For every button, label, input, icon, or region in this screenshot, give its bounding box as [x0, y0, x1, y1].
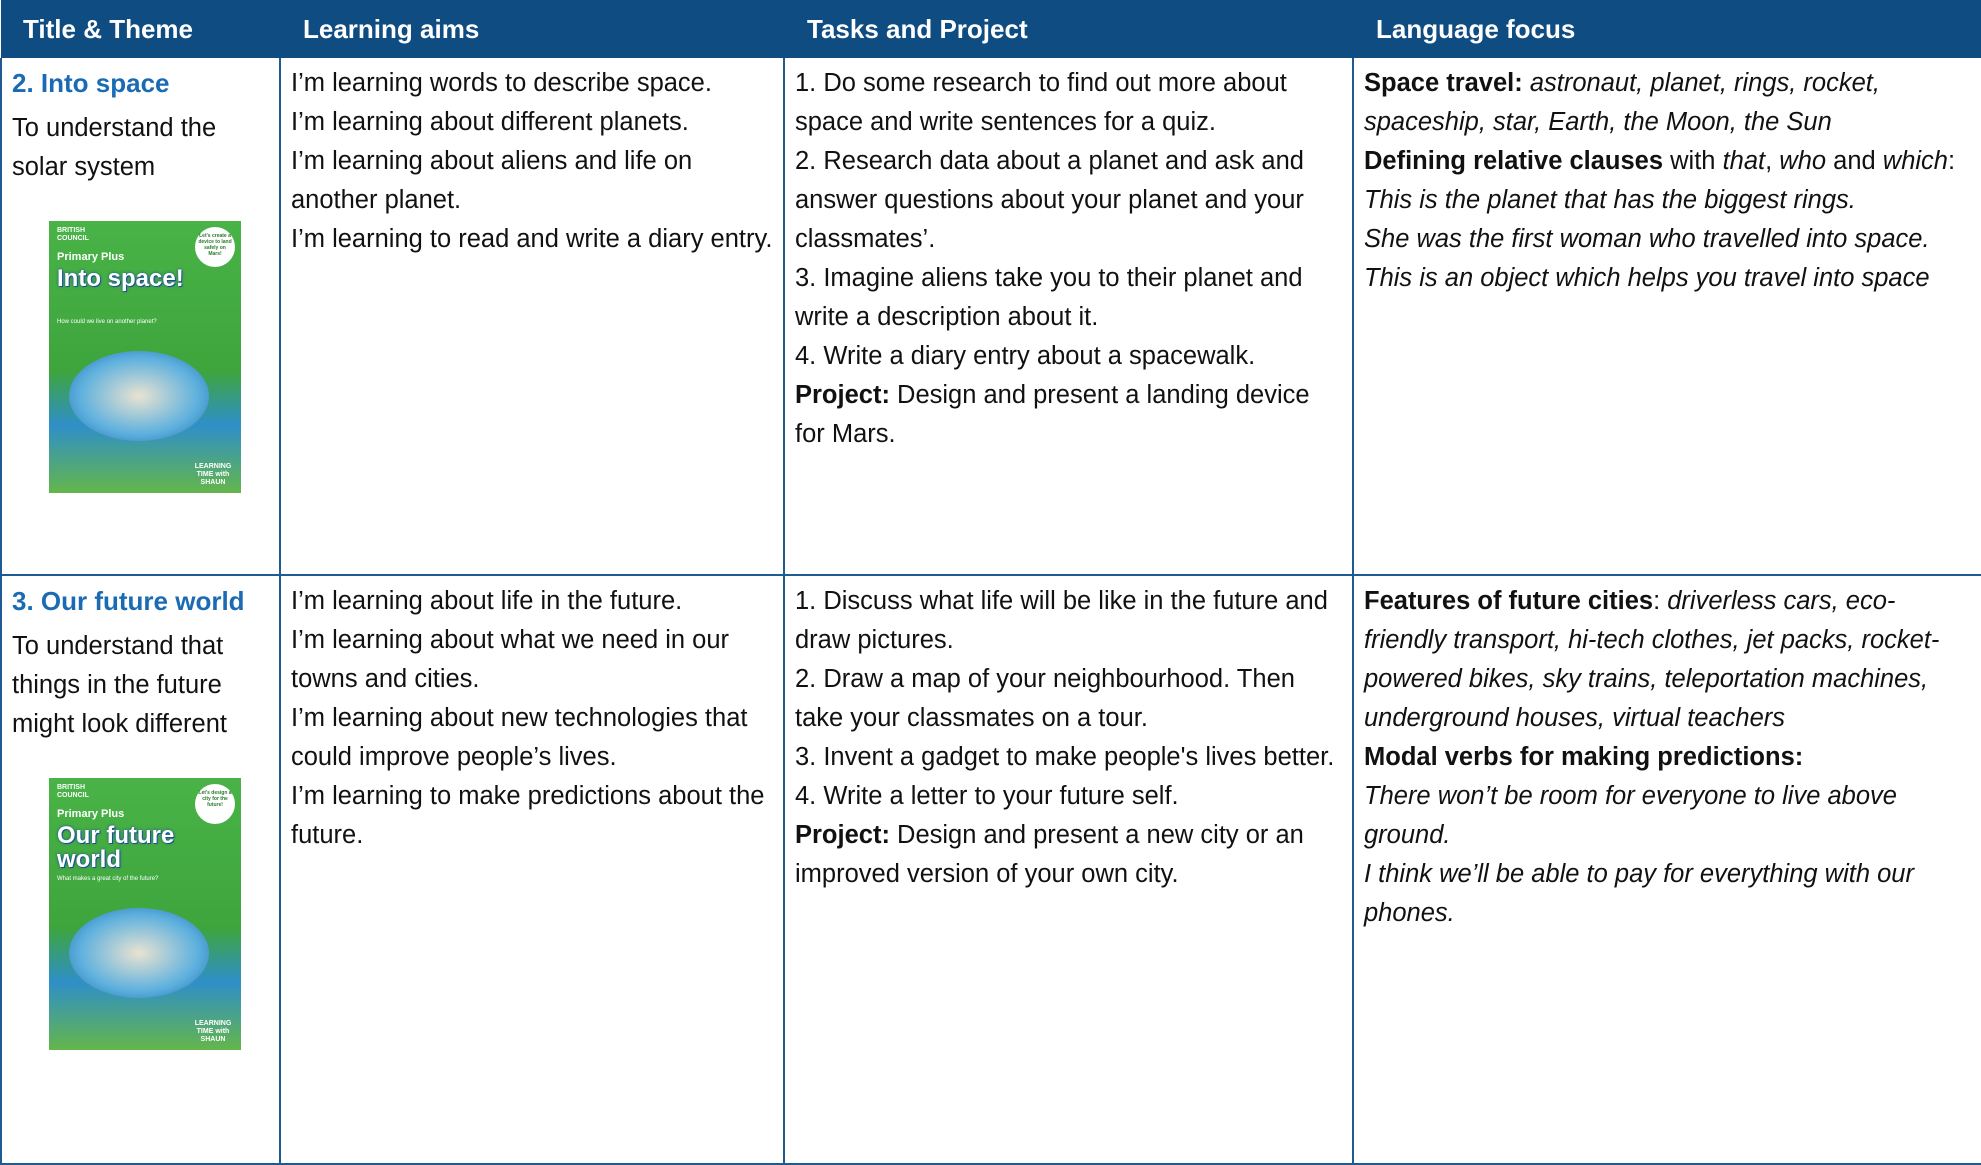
- column-header: Language focus: [1353, 0, 1981, 58]
- paragraph: 3. Invent a gadget to make people's live…: [795, 743, 1335, 771]
- cover-title: Our future world: [57, 822, 175, 873]
- text-run: who: [1779, 147, 1827, 175]
- paragraph: Modal verbs for making predictions:: [1364, 738, 1973, 777]
- text-run: Modal verbs for making predictions:: [1364, 743, 1804, 771]
- cover-footer: LEARNING TIME with SHAUN: [194, 1020, 232, 1043]
- cover-brand: BRITISH COUNCIL: [57, 784, 89, 799]
- paragraph: I’m learning about what we need in our t…: [291, 626, 730, 693]
- cover-planet: [69, 351, 209, 441]
- text-run: There won’t be room for everyone to live…: [1364, 782, 1897, 849]
- paragraph: Project: Design and present a landing de…: [795, 376, 1344, 454]
- language-cell: Features of future cities: driverless ca…: [1352, 575, 1981, 1165]
- paragraph: There won’t be room for everyone to live…: [1364, 777, 1973, 855]
- text-run: Space travel:: [1364, 69, 1523, 97]
- paragraph: I’m learning about different planets.: [291, 108, 689, 136]
- table-body: 2. Into space To understand the solar sys…: [0, 58, 1981, 1165]
- cover-series: Primary Plus: [57, 251, 125, 263]
- text-run: Project:: [795, 381, 890, 409]
- column-header: Tasks and Project: [784, 0, 1354, 58]
- paragraph: Features of future cities: driverless ca…: [1364, 582, 1973, 738]
- cover-brand: BRITISH COUNCIL: [57, 227, 89, 242]
- book-cover: BRITISH COUNCIL Primary Plus Our future wo…: [49, 778, 241, 1050]
- paragraph: I’m learning about aliens and life on an…: [291, 147, 693, 214]
- text-run: :: [1653, 587, 1668, 615]
- cover-question: How could we live on another planet?: [57, 319, 157, 325]
- text-run: that: [1722, 147, 1766, 175]
- paragraph: 4. Write a diary entry about a spacewalk…: [795, 342, 1256, 370]
- unit-aim: To understand the solar system: [12, 114, 217, 181]
- paragraph: I’m learning words to describe space.: [291, 69, 712, 97]
- unit-aim: To understand that things in the future …: [12, 632, 227, 738]
- cover-badge: Let's create a device to land safely on …: [195, 227, 235, 267]
- text-run: astronaut, planet, rings, rocket, spaces…: [1364, 69, 1880, 136]
- paragraph: 2. Research data about a planet and ask …: [795, 147, 1304, 253]
- table-row: 2. Into space To understand the solar sys…: [0, 58, 1981, 576]
- cover-series: Primary Plus: [57, 808, 125, 820]
- unit-title: 2. Into space: [12, 68, 170, 98]
- cover-planet: [69, 908, 209, 998]
- paragraph: 3. Imagine aliens take you to their plan…: [795, 264, 1303, 331]
- paragraph: This is an object which helps you travel…: [1364, 259, 1973, 298]
- text-run: I think we’ll be able to pay for everyth…: [1364, 860, 1914, 927]
- text-run: which: [1882, 147, 1948, 175]
- paragraph: This is the planet that has the biggest …: [1364, 181, 1973, 220]
- text-run: Design and present a new city or an impr…: [795, 821, 1304, 888]
- aims-cell: I’m learning about life in the future. I’…: [279, 575, 785, 1165]
- theme-cell: 2. Into space To understand the solar sys…: [0, 58, 281, 576]
- text-run: This is an object which helps you travel…: [1364, 264, 1930, 292]
- paragraph: 1. Do some research to find out more abo…: [795, 69, 1287, 136]
- text-run: She was the first woman who travelled in…: [1364, 225, 1930, 253]
- book-cover: BRITISH COUNCIL Primary Plus Into space! Ho…: [49, 221, 241, 493]
- header-row: Title & Theme Learning aims Tasks and Proj…: [1, 0, 1981, 58]
- cover-badge: Let's design a city for the future!: [195, 784, 235, 824]
- column-header: Learning aims: [280, 0, 785, 58]
- tasks-cell: 1. Do some research to find out more abo…: [783, 58, 1354, 576]
- paragraph: 4. Write a letter to your future self.: [795, 782, 1179, 810]
- theme-cell: 3. Our future world To understand that th…: [0, 575, 281, 1165]
- text-run: :: [1948, 147, 1956, 175]
- paragraph: I’m learning to make predictions about t…: [291, 782, 765, 849]
- unit-title: 3. Our future world: [12, 586, 245, 616]
- language-cell: Space travel: astronaut, planet, rings, …: [1352, 58, 1981, 576]
- paragraph: I’m learning about life in the future.: [291, 587, 683, 615]
- paragraph: 2. Draw a map of your neighbourhood. The…: [795, 665, 1295, 732]
- paragraph: Defining relative clauses with that, who…: [1364, 142, 1973, 181]
- paragraph: I think we’ll be able to pay for everyth…: [1364, 855, 1973, 933]
- text-run: Defining relative clauses: [1364, 147, 1664, 175]
- text-run: driverless cars, eco-friendly transport,…: [1364, 587, 1940, 732]
- column-header: Title & Theme: [1, 0, 281, 58]
- cover-question: What makes a great city of the future?: [57, 876, 159, 882]
- text-run: This is the planet that has the biggest …: [1364, 186, 1856, 214]
- text-run: ,: [1765, 147, 1780, 175]
- text-run: Project:: [795, 821, 890, 849]
- text-run: Design and present a landing device for …: [795, 381, 1310, 448]
- text-run: and: [1826, 147, 1883, 175]
- cover-title: Into space!: [57, 265, 184, 292]
- table-row: 3. Our future world To understand that th…: [0, 575, 1981, 1165]
- paragraph: Space travel: astronaut, planet, rings, …: [1364, 64, 1973, 142]
- text-run: with: [1663, 147, 1723, 175]
- text-run: Features of future cities: [1364, 587, 1654, 615]
- paragraph: I’m learning to read and write a diary e…: [291, 225, 773, 253]
- paragraph: 1. Discuss what life will be like in the…: [795, 587, 1328, 654]
- paragraph: She was the first woman who travelled in…: [1364, 220, 1973, 259]
- aims-cell: I’m learning words to describe space. I’m…: [279, 58, 785, 576]
- tasks-cell: 1. Discuss what life will be like in the…: [783, 575, 1354, 1165]
- paragraph: Project: Design and present a new city o…: [795, 816, 1344, 894]
- cover-footer: LEARNING TIME with SHAUN: [194, 463, 232, 486]
- paragraph: I’m learning about new technologies that…: [291, 704, 748, 771]
